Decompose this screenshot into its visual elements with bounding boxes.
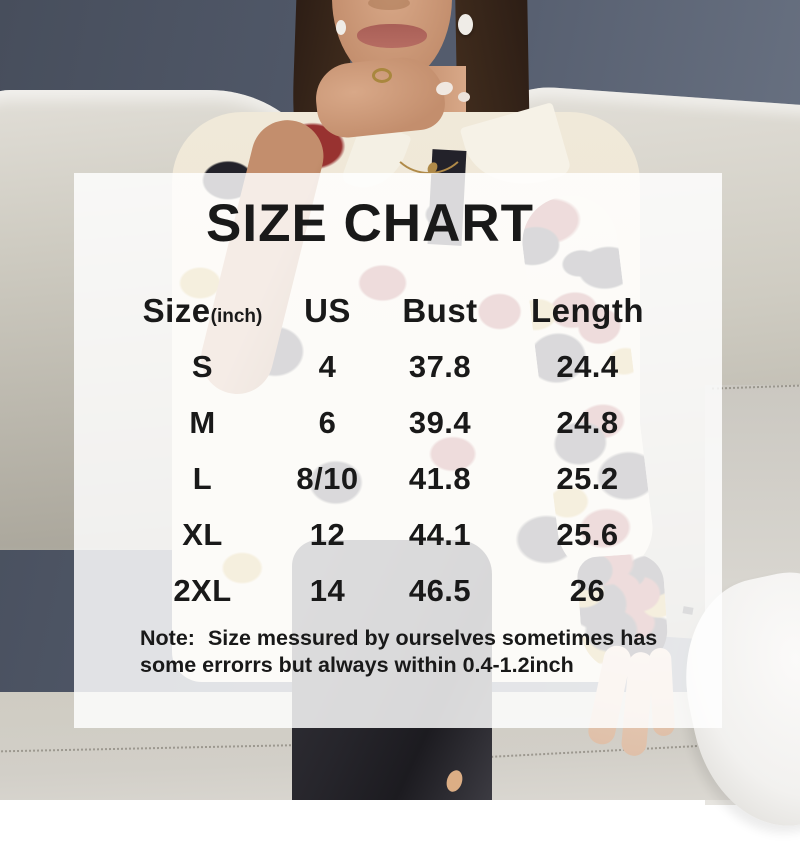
- us-value-row5: 14: [309, 573, 346, 608]
- pearl-earring-right: [458, 14, 473, 35]
- note-label: Note:: [140, 626, 195, 650]
- pearl-earring-left: [336, 20, 346, 35]
- size-value-row3: L: [192, 461, 213, 496]
- bust-value-row5: 46.5: [408, 573, 472, 608]
- col-header-us: US: [304, 292, 351, 329]
- size-value-row4: XL: [182, 517, 223, 552]
- us-value-row1: 4: [318, 349, 337, 384]
- us-value-row3: 8/10: [296, 461, 359, 496]
- size-value-row1: S: [191, 349, 214, 384]
- size-chart-title: SIZE CHART: [206, 194, 534, 253]
- bust-value-row3: 41.8: [408, 461, 472, 496]
- length-value-row1: 24.4: [556, 349, 619, 384]
- size-value-row2: M: [189, 405, 216, 440]
- col-header-length: Length: [531, 292, 644, 329]
- size-unit-label: (inch): [210, 306, 263, 327]
- us-value-row4: 12: [309, 517, 346, 552]
- col-header-size-label: Size: [142, 292, 211, 329]
- size-table: Size(inch) US Bust Length S 4 37.8 24.4 …: [130, 283, 675, 619]
- lips: [357, 24, 427, 48]
- col-header-size: Size(inch): [143, 292, 263, 330]
- size-chart-panel: SIZE CHART Size(inch) US Bust Length S 4…: [74, 173, 722, 728]
- finger-ring: [372, 68, 392, 83]
- bust-value-row4: 44.1: [408, 517, 472, 552]
- length-value-row5: 26: [569, 573, 606, 608]
- bust-value-row1: 37.8: [408, 349, 472, 384]
- measurement-note: Note: Size messured by ourselves sometime…: [140, 625, 680, 679]
- size-value-row5: 2XL: [173, 573, 232, 608]
- length-value-row3: 25.2: [556, 461, 619, 496]
- note-text: Size messured by ourselves sometimes has…: [140, 626, 658, 677]
- nose-shadow: [368, 0, 410, 10]
- us-value-row2: 6: [318, 405, 337, 440]
- length-value-row4: 25.6: [556, 517, 619, 552]
- bust-value-row2: 39.4: [408, 405, 472, 440]
- fingernail: [458, 92, 470, 102]
- length-value-row2: 24.8: [556, 405, 619, 440]
- col-header-bust: Bust: [402, 292, 478, 329]
